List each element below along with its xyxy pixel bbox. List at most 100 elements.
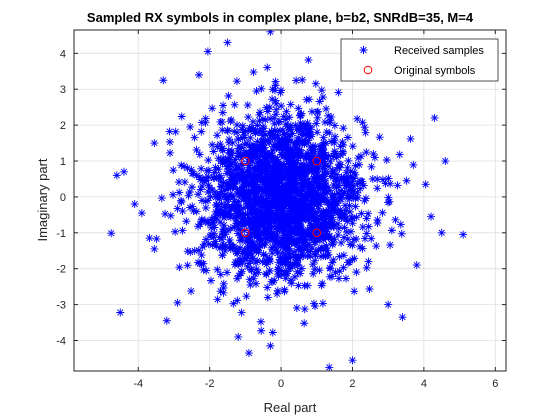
received-sample-point <box>216 205 225 214</box>
received-sample-point <box>310 238 319 247</box>
received-sample-point <box>240 191 249 200</box>
received-sample-point <box>318 173 327 182</box>
received-sample-point <box>282 212 291 221</box>
received-sample-point <box>249 243 258 252</box>
received-sample-point <box>300 136 309 145</box>
received-sample-point <box>314 245 323 254</box>
received-sample-point <box>347 214 356 223</box>
received-sample-point <box>186 248 195 257</box>
received-sample-point <box>220 213 229 222</box>
y-tick-label: -4 <box>56 335 66 347</box>
received-sample-point <box>240 213 249 222</box>
received-sample-point <box>272 185 281 194</box>
received-sample-point <box>267 127 276 136</box>
received-sample-point <box>294 179 303 188</box>
received-sample-point <box>168 190 177 199</box>
received-sample-point <box>194 190 203 199</box>
received-sample-point <box>344 180 353 189</box>
received-sample-point <box>274 258 283 267</box>
received-sample-point <box>339 263 348 272</box>
received-sample-point <box>274 159 283 168</box>
received-sample-point <box>183 261 192 270</box>
received-sample-point <box>311 251 320 260</box>
received-sample-point <box>213 265 222 274</box>
received-sample-point <box>248 247 257 256</box>
received-sample-point <box>262 103 271 112</box>
received-sample-point <box>282 129 291 138</box>
received-sample-point <box>260 143 269 152</box>
received-sample-point <box>315 146 324 155</box>
received-sample-point <box>274 271 283 280</box>
received-sample-point <box>372 242 381 251</box>
received-sample-point <box>217 118 226 127</box>
received-sample-point <box>218 159 227 168</box>
received-sample-point <box>287 149 296 158</box>
received-sample-point <box>341 173 350 182</box>
received-sample-point <box>261 149 270 158</box>
received-sample-point <box>249 140 258 149</box>
received-sample-point <box>244 113 253 122</box>
received-sample-point <box>320 219 329 228</box>
received-sample-point <box>239 194 248 203</box>
x-tick-label: -2 <box>205 378 215 390</box>
received-sample-point <box>209 173 218 182</box>
received-sample-point <box>304 216 313 225</box>
received-sample-point <box>255 243 264 252</box>
received-sample-point <box>302 204 311 213</box>
received-sample-point <box>237 267 246 276</box>
received-sample-point <box>322 167 331 176</box>
received-sample-point <box>273 131 282 140</box>
received-sample-point <box>211 193 220 202</box>
received-sample-point <box>327 272 336 281</box>
received-sample-point <box>233 229 242 238</box>
received-sample-point <box>273 286 282 295</box>
received-sample-point <box>303 252 312 261</box>
received-sample-point <box>208 104 217 113</box>
legend-label-original: Original symbols <box>394 65 476 77</box>
received-sample-point <box>279 222 288 231</box>
received-sample-point <box>165 137 174 146</box>
received-sample-point <box>217 187 226 196</box>
received-sample-point <box>263 293 272 302</box>
received-sample-point <box>317 86 326 95</box>
received-sample-point <box>267 222 276 231</box>
received-sample-point <box>193 222 202 231</box>
received-sample-point <box>219 227 228 236</box>
received-sample-point <box>231 258 240 267</box>
received-sample-point <box>387 226 396 235</box>
received-sample-point <box>325 128 334 137</box>
received-sample-point <box>219 288 228 297</box>
original-symbol-point <box>312 156 322 166</box>
received-sample-point <box>307 200 316 209</box>
received-sample-point <box>296 269 305 278</box>
received-sample-point <box>194 258 203 267</box>
received-sample-point <box>175 263 184 272</box>
received-sample-point <box>353 114 362 123</box>
received-sample-point <box>159 76 168 85</box>
received-sample-point <box>233 209 242 218</box>
received-sample-point <box>318 279 327 288</box>
received-sample-point <box>308 194 317 203</box>
received-sample-point <box>218 126 227 135</box>
received-sample-point <box>334 274 343 283</box>
y-tick-label: 3 <box>60 84 66 96</box>
received-sample-point <box>327 112 336 121</box>
received-sample-point <box>219 224 228 233</box>
received-sample-point <box>263 63 272 72</box>
received-sample-point <box>267 149 276 158</box>
received-sample-point <box>339 233 348 242</box>
received-sample-point <box>197 127 206 136</box>
received-sample-point <box>290 226 299 235</box>
received-sample-point <box>249 200 258 209</box>
received-sample-point <box>301 166 310 175</box>
received-sample-point <box>218 108 227 117</box>
received-sample-point <box>320 118 329 127</box>
received-sample-point <box>258 156 267 165</box>
received-sample-point <box>287 202 296 211</box>
received-sample-point <box>304 55 313 64</box>
received-sample-point <box>236 211 245 220</box>
received-sample-point <box>329 181 338 190</box>
received-sample-point <box>292 143 301 152</box>
received-sample-point <box>262 257 271 266</box>
received-sample-point <box>220 191 229 200</box>
